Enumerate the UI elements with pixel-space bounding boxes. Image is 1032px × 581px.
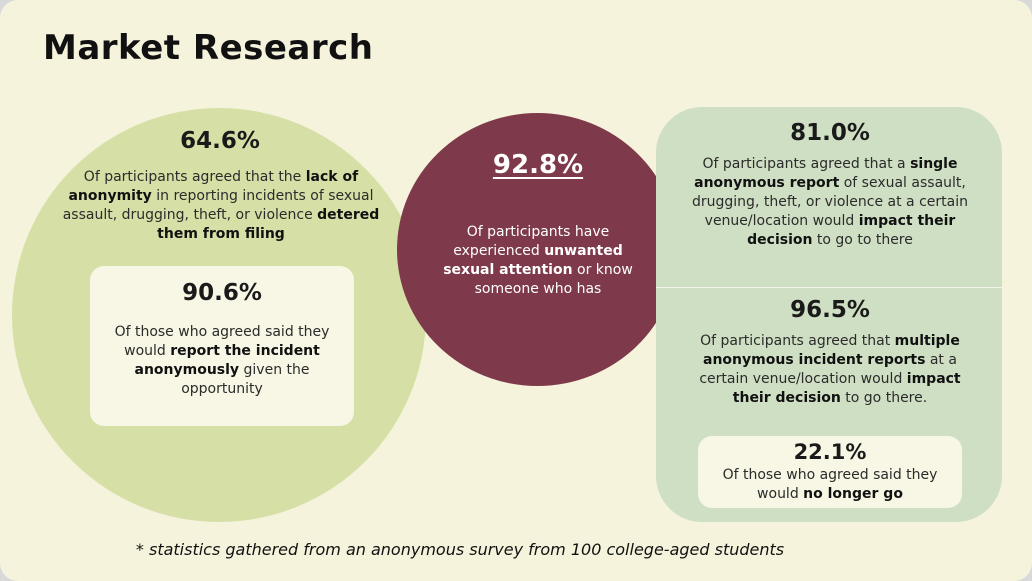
middle-stat-circle	[397, 113, 678, 386]
left-inner-description: Of those who agreed said they would repo…	[114, 324, 330, 397]
footnote: * statistics gathered from an anonymous …	[135, 540, 785, 559]
right-bottom-stat-description: Of participants agreed that multiple ano…	[699, 333, 961, 406]
right-inner-description: Of those who agreed said they would no l…	[722, 467, 938, 502]
right-inner-stat-value: 22.1%	[793, 440, 867, 464]
left-stat-value: 64.6%	[180, 128, 260, 154]
left-stat-description: Of participants agreed that the lack of …	[62, 169, 380, 242]
right-top-stat-value: 81.0%	[790, 120, 870, 146]
right-bottom-stat-value: 96.5%	[790, 297, 870, 323]
right-top-stat-description: Of participants agreed that a single ano…	[692, 156, 968, 248]
middle-stat-value: 92.8%	[492, 150, 584, 180]
middle-stat-description: Of participants have experienced unwante…	[443, 224, 633, 297]
page-title: Market Research	[43, 28, 374, 68]
left-inner-box	[90, 266, 354, 426]
left-inner-stat-value: 90.6%	[182, 280, 262, 306]
right-inner-box	[698, 436, 962, 508]
panel-divider	[656, 287, 1002, 288]
